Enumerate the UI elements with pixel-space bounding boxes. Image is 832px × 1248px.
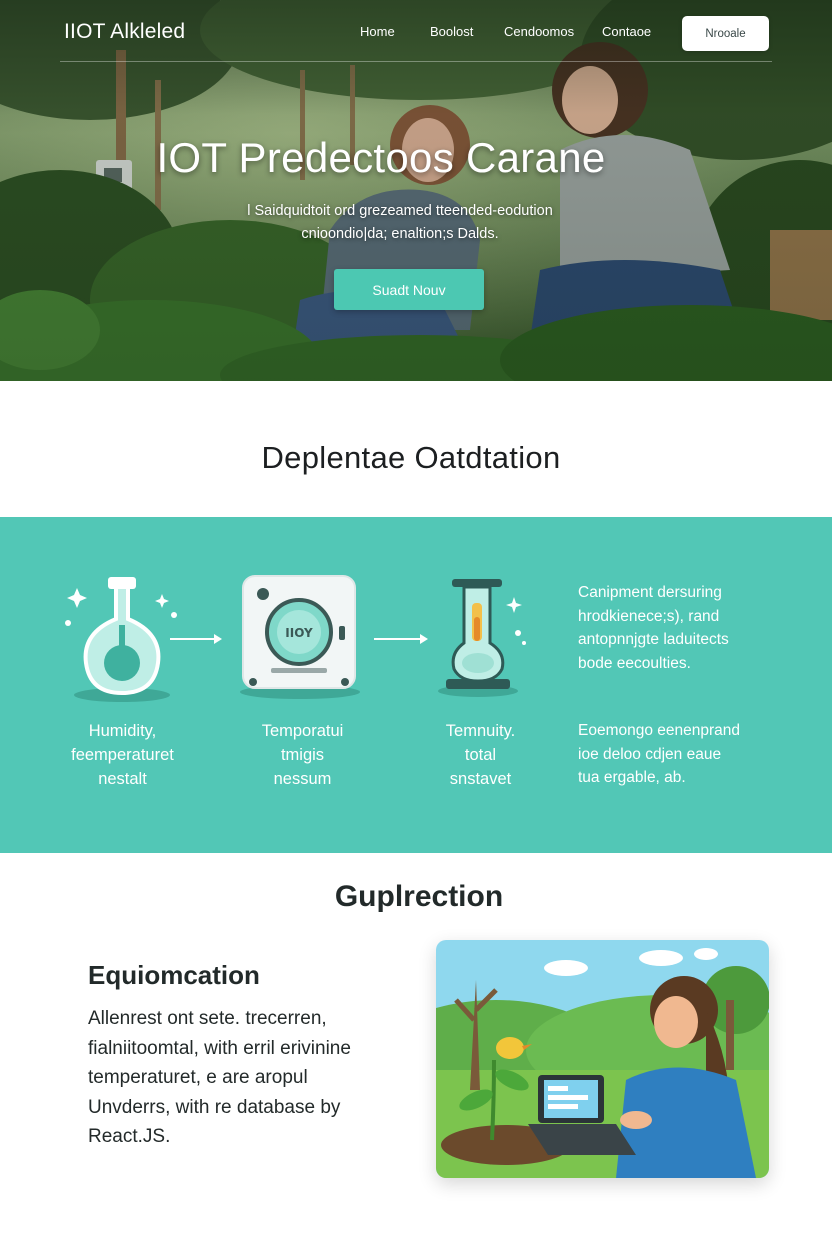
sensor-display-text: IIOY bbox=[285, 626, 313, 640]
side-text-top-line-1: Canipment dersuring bbox=[578, 584, 722, 601]
hero-background-photo bbox=[0, 0, 832, 381]
section-2-body: Allenrest ont sete. trecerren, fialniito… bbox=[88, 1004, 408, 1152]
features-band: IIOY Humidity, feemperaturet nestalt Tem… bbox=[0, 517, 832, 853]
feature-label-2: Temporatui tmigis nessum bbox=[220, 719, 385, 791]
side-text-bottom-line-2: ioe deloo cdjen eaue bbox=[578, 745, 722, 763]
side-text-bottom-line-3: tua ergable, ab. bbox=[578, 769, 686, 786]
feature-3-line-1: Temnuity. bbox=[445, 722, 516, 740]
feature-1-line-2: feemperaturet bbox=[71, 746, 174, 764]
feature-1-line-1: Humidity, bbox=[88, 722, 157, 740]
flow-arrow-1 bbox=[170, 634, 222, 644]
top-navbar: IIOT Alkleled Home Boolost Cendoomos Con… bbox=[0, 0, 832, 62]
side-text-top-line-4: bode eecoulties. bbox=[578, 654, 691, 672]
nav-divider bbox=[60, 61, 772, 62]
nav-cta-button[interactable]: Nrooale bbox=[682, 16, 769, 51]
section-2-title: Guplrection bbox=[334, 880, 504, 913]
brand-logo[interactable]: IIOT Alkleled bbox=[64, 20, 186, 43]
feature-label-1: Humidity, feemperaturet nestalt bbox=[40, 719, 205, 791]
section-1-title: Deplentae Oatdtation bbox=[261, 440, 561, 475]
nav-link-2[interactable]: Boolost bbox=[430, 24, 474, 39]
hero-cta-button[interactable]: Suadt Nouv bbox=[334, 269, 484, 310]
body-line-1: Allenrest ont sete. trecerren, bbox=[88, 1008, 327, 1029]
nav-link-contact[interactable]: Contaoe bbox=[602, 24, 652, 39]
nav-link-home[interactable]: Home bbox=[360, 24, 395, 39]
beaker-icon bbox=[438, 579, 526, 697]
sensor-device-icon: IIOY bbox=[240, 575, 360, 699]
side-text-top: Canipment dersuring hrodkienece;s), rand… bbox=[578, 581, 818, 675]
gardener-laptop-illustration bbox=[436, 940, 769, 1178]
flask-icon bbox=[65, 577, 177, 702]
feature-2-line-1: Temporatui bbox=[261, 722, 344, 740]
side-text-top-line-3: antopnnjgte laduitects bbox=[578, 631, 729, 648]
side-text-bottom: Eoemongo eenenprand ioe deloo cdjen eaue… bbox=[578, 719, 818, 790]
body-line-4: Unvderrs, with re database by bbox=[88, 1096, 341, 1118]
hero-overlay bbox=[0, 0, 832, 381]
nav-link-3[interactable]: Cendoomos bbox=[504, 24, 575, 39]
feature-3-line-2: total bbox=[464, 746, 497, 764]
feature-1-line-3: nestalt bbox=[98, 770, 147, 788]
body-line-2: fialniitoomtal, with erril erivinine bbox=[88, 1037, 351, 1059]
side-text-bottom-line-1: Eoemongo eenenprand bbox=[578, 722, 741, 739]
section-2-heading: Equiomcation bbox=[88, 960, 260, 990]
hero-subtitle: l Saidquidtoit ord grezeamed tteended-eo… bbox=[190, 200, 610, 246]
hero-subtitle-line-2: cnioondio|da; enaltion;s Dalds. bbox=[301, 226, 499, 242]
hero-title: IOT Predectoos Carane bbox=[156, 134, 606, 181]
body-line-5: React.JS. bbox=[88, 1126, 171, 1147]
feature-3-line-3: snstavet bbox=[449, 770, 512, 788]
hero-section: IIOT Alkleled Home Boolost Cendoomos Con… bbox=[0, 0, 832, 381]
hero-subtitle-line-1: l Saidquidtoit ord grezeamed tteended-eo… bbox=[247, 203, 553, 219]
illustration-art bbox=[436, 940, 769, 1178]
side-text-top-line-2: hrodkienece;s), rand bbox=[578, 607, 720, 625]
feature-2-line-2: tmigis bbox=[280, 746, 325, 764]
flow-arrow-2 bbox=[374, 634, 428, 644]
body-line-3: temperaturet, e are aropul bbox=[88, 1067, 308, 1088]
feature-label-3: Temnuity. total snstavet bbox=[398, 719, 563, 791]
feature-2-line-3: nessum bbox=[273, 770, 332, 788]
